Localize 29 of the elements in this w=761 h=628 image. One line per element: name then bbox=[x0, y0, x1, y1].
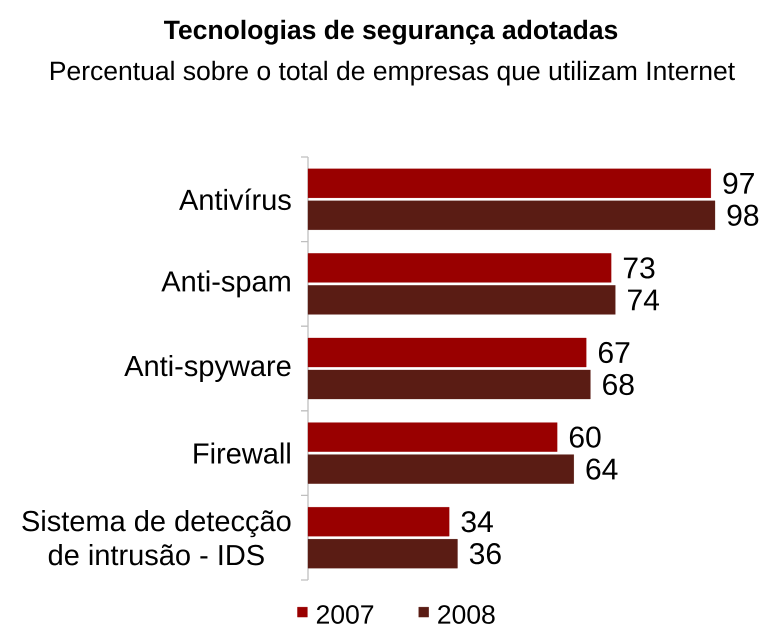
data-label: 74 bbox=[628, 290, 660, 310]
data-label: 34 bbox=[462, 511, 493, 532]
bar bbox=[308, 285, 616, 315]
data-label: 67 bbox=[598, 342, 630, 364]
bar bbox=[308, 422, 558, 452]
legend-label: 2007 bbox=[316, 605, 374, 624]
bar bbox=[308, 539, 458, 568]
y-tick-label: Antivírus bbox=[179, 188, 291, 210]
y-tick-label: Anti-spyware bbox=[124, 354, 290, 382]
chart-subtitle: Percentual sobre o total de empresas que utilizam Internet bbox=[50, 60, 735, 86]
data-label: 73 bbox=[624, 257, 654, 279]
bar bbox=[308, 338, 586, 368]
data-label: 68 bbox=[603, 374, 634, 396]
chart-title: Tecnologias de segurança adotadas bbox=[164, 20, 618, 45]
bar bbox=[308, 370, 591, 400]
bar bbox=[308, 507, 450, 536]
y-tick-label: Firewall bbox=[194, 442, 290, 464]
y-tick-label: Anti-spam bbox=[161, 270, 290, 298]
data-label: 36 bbox=[470, 543, 501, 564]
data-label: 60 bbox=[570, 426, 601, 448]
bar bbox=[308, 253, 612, 283]
bar bbox=[308, 200, 716, 230]
y-tick-label: Sistema de detecção de intrusão - IDS bbox=[22, 510, 291, 566]
data-label: 98 bbox=[728, 204, 758, 226]
bar bbox=[308, 454, 574, 484]
bar bbox=[308, 168, 711, 198]
data-label: 64 bbox=[586, 458, 618, 480]
legend-label: 2008 bbox=[438, 605, 495, 624]
data-label: 97 bbox=[723, 172, 754, 194]
